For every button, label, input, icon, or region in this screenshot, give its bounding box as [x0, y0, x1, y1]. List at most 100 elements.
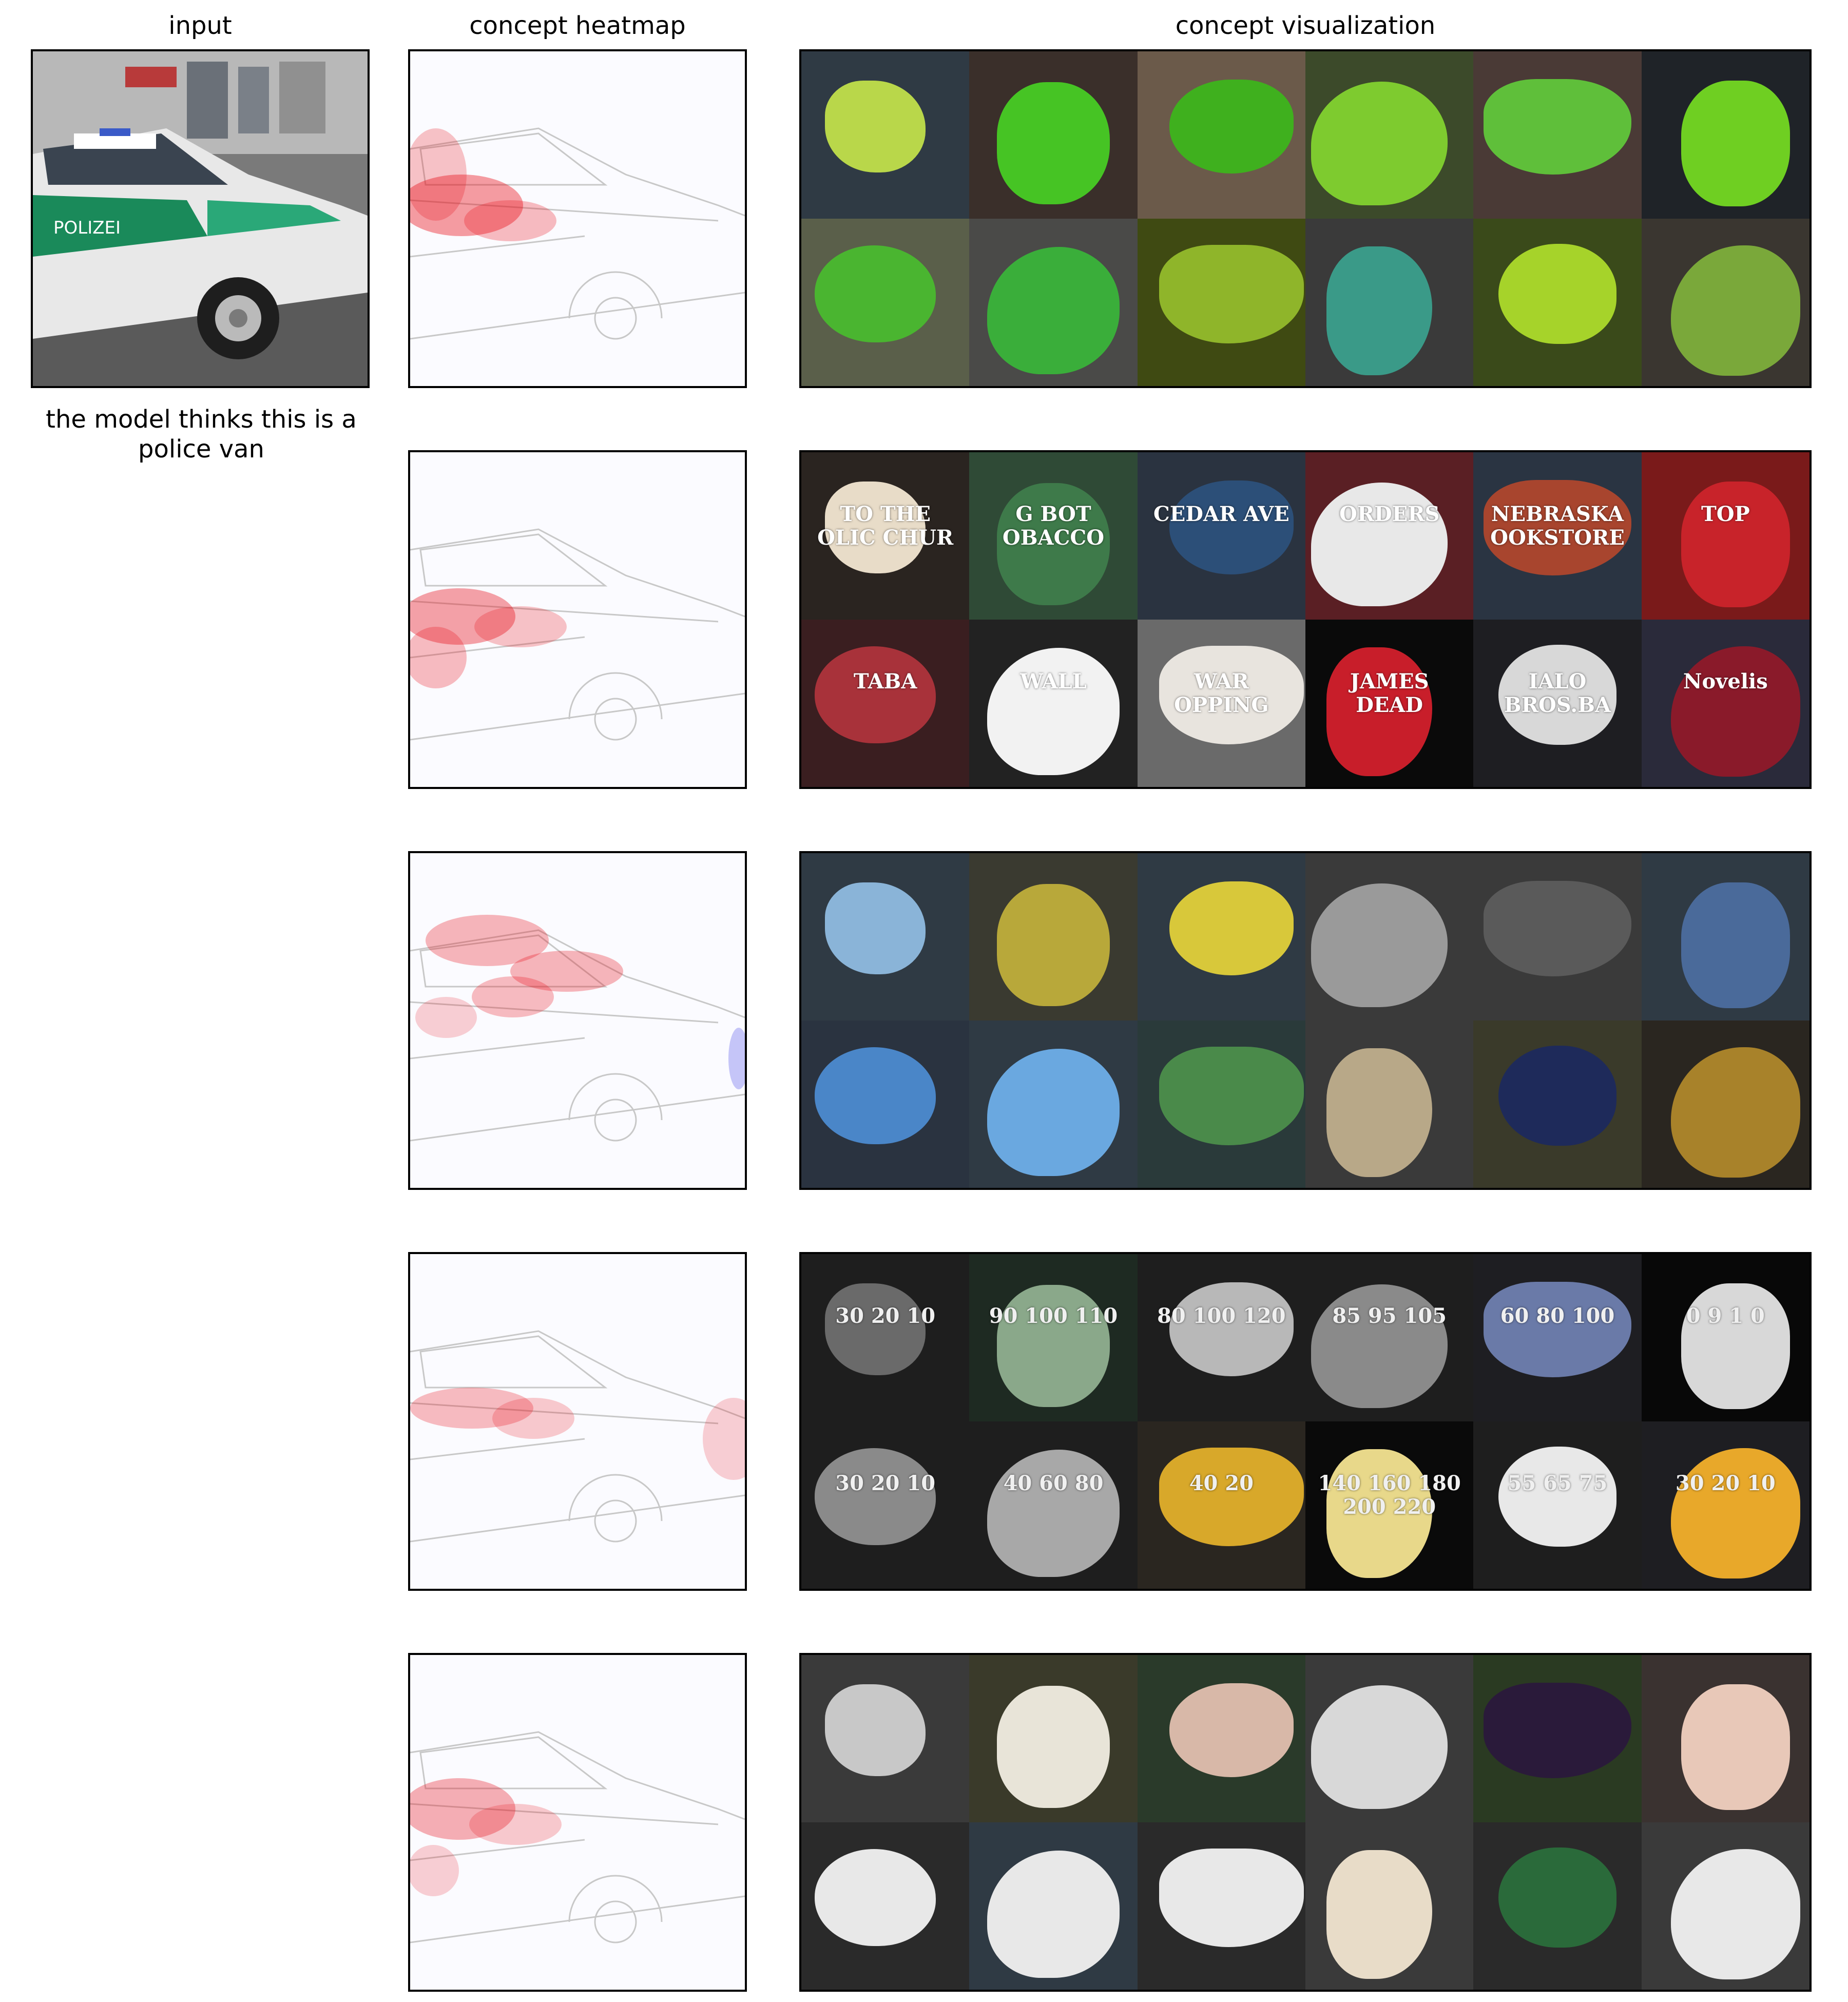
concept-tile — [1137, 1655, 1305, 1822]
concept-tile-highlight — [1311, 883, 1448, 1007]
concept-tile: TABA — [801, 620, 970, 787]
concept-tile-highlight — [1681, 1684, 1791, 1810]
concept-tile-highlight — [815, 245, 936, 343]
visualization-column-title: concept visualization — [1175, 11, 1436, 40]
concept-tile: Novelis — [1641, 620, 1810, 787]
concept-tile-highlight — [987, 1049, 1120, 1177]
concept-tile — [1641, 1822, 1810, 1990]
concept-tile — [1641, 1655, 1810, 1822]
concept-tile: TOP — [1641, 452, 1810, 620]
concept-tile-highlight — [1326, 1850, 1433, 1979]
concept-tile-highlight — [824, 81, 926, 173]
concept-tile — [1641, 853, 1810, 1021]
input-image: POLIZEI — [31, 49, 370, 388]
concept-tile — [1473, 1655, 1642, 1822]
concept-tile-highlight — [997, 884, 1110, 1007]
concept-tile-text: 30 20 10 — [835, 1304, 936, 1328]
concept-tile-text: 85 95 105 — [1332, 1304, 1447, 1328]
concept-tile-highlight — [997, 1686, 1110, 1808]
concept-tile — [801, 853, 970, 1021]
concept-tile — [801, 1655, 970, 1822]
concept-tile-highlight — [1681, 882, 1791, 1008]
concept-tile-highlight — [1311, 482, 1448, 606]
heatmap-column-title: concept heatmap — [469, 11, 686, 40]
concept-tile-text: 60 80 100 — [1500, 1304, 1615, 1328]
concept-tile-text: IALO BROS.BA — [1504, 669, 1611, 717]
concept-tile-text: 55 65 75 — [1507, 1471, 1608, 1495]
concept-tile-text: Novelis — [1683, 669, 1768, 694]
concept-tile-text: 80 100 120 — [1157, 1304, 1286, 1328]
concept-tile-highlight — [1159, 244, 1304, 343]
concept-tile — [1473, 219, 1642, 386]
concept-tile-highlight — [1159, 1848, 1304, 1947]
concept-tile — [1305, 219, 1474, 386]
concept-tile — [1137, 1822, 1305, 1990]
concept-tile-highlight — [1670, 1448, 1800, 1579]
concept-tile — [969, 1822, 1138, 1990]
concept-tile-text: 90 100 110 — [989, 1304, 1118, 1328]
concept-tile-highlight — [815, 1047, 936, 1145]
concept-tile-highlight — [1498, 243, 1616, 344]
concept-heatmap-2 — [408, 450, 747, 789]
concept-tile-highlight — [824, 1283, 926, 1376]
input-column-title: input — [168, 11, 232, 40]
concept-tile: 40 60 80 — [969, 1421, 1138, 1589]
concept-tile — [969, 51, 1138, 219]
concept-visualization-grid-3 — [799, 851, 1812, 1190]
concept-tile-highlight — [1169, 1683, 1294, 1777]
concept-tile-text: TOP — [1701, 502, 1750, 526]
concept-visualization-grid-4: 30 20 10 90 100 110 80 100 120 85 95 105 60 … — [799, 1252, 1812, 1591]
concept-tile-text: 40 20 — [1189, 1471, 1254, 1495]
concept-tile-highlight — [1681, 81, 1791, 206]
concept-tile-highlight — [815, 646, 936, 744]
concept-tile — [1641, 1021, 1810, 1188]
concept-tile-text: 40 60 80 — [1003, 1471, 1104, 1495]
concept-tile: 140 160 180 200 220 — [1305, 1421, 1474, 1589]
concept-tile-highlight — [824, 482, 926, 574]
concept-tile — [1305, 1655, 1474, 1822]
concept-tile-highlight — [1670, 245, 1800, 376]
concept-tile-highlight — [1498, 1045, 1616, 1146]
concept-heatmap-1 — [408, 49, 747, 388]
concept-tile-highlight — [987, 247, 1120, 375]
concept-tile — [1473, 1822, 1642, 1990]
concept-tile-text: 0 9 1 0 — [1686, 1304, 1765, 1328]
concept-tile-highlight — [1498, 1446, 1616, 1547]
concept-tile-highlight — [997, 483, 1110, 606]
concept-tile-text: ORDERS — [1339, 502, 1440, 526]
concept-tile: 30 20 10 — [1641, 1421, 1810, 1589]
concept-tile: 90 100 110 — [969, 1254, 1138, 1421]
concept-visualization-grid-5 — [799, 1653, 1812, 1992]
concept-tile — [1473, 853, 1642, 1021]
concept-tile — [969, 1021, 1138, 1188]
concept-tile: JAMES DEAD — [1305, 620, 1474, 787]
concept-tile-text: TO THE OLIC CHUR — [817, 502, 954, 550]
concept-tile-highlight — [1483, 479, 1631, 575]
prediction-caption: the model thinks this is a police van — [46, 405, 357, 464]
concept-tile-highlight — [1483, 1682, 1631, 1778]
concept-tile: 60 80 100 — [1473, 1254, 1642, 1421]
concept-tile-text: TABA — [853, 669, 917, 694]
concept-tile-highlight — [1169, 881, 1294, 975]
concept-tile: NEBRASKA OOKSTORE — [1473, 452, 1642, 620]
concept-tile: WALL — [969, 620, 1138, 787]
concept-tile — [1641, 51, 1810, 219]
concept-tile — [1305, 853, 1474, 1021]
concept-tile: WAR OPPING — [1137, 620, 1305, 787]
concept-tile-highlight — [1483, 880, 1631, 976]
concept-tile — [1305, 1021, 1474, 1188]
concept-tile-highlight — [1326, 647, 1433, 776]
concept-tile-highlight — [1681, 482, 1791, 607]
concept-tile-highlight — [987, 648, 1120, 776]
concept-tile-highlight — [1326, 1048, 1433, 1177]
concept-tile-highlight — [1483, 1281, 1631, 1377]
concept-tile — [801, 219, 970, 386]
concept-tile-highlight — [1169, 480, 1294, 574]
concept-tile-text: JAMES DEAD — [1350, 669, 1429, 717]
concept-tile: IALO BROS.BA — [1473, 620, 1642, 787]
concept-tile-text: CEDAR AVE — [1153, 502, 1289, 526]
concept-tile-highlight — [987, 1450, 1120, 1577]
concept-tile-text: WALL — [1020, 669, 1087, 694]
concept-tile: 30 20 10 — [801, 1254, 970, 1421]
concept-tile-highlight — [987, 1851, 1120, 1978]
